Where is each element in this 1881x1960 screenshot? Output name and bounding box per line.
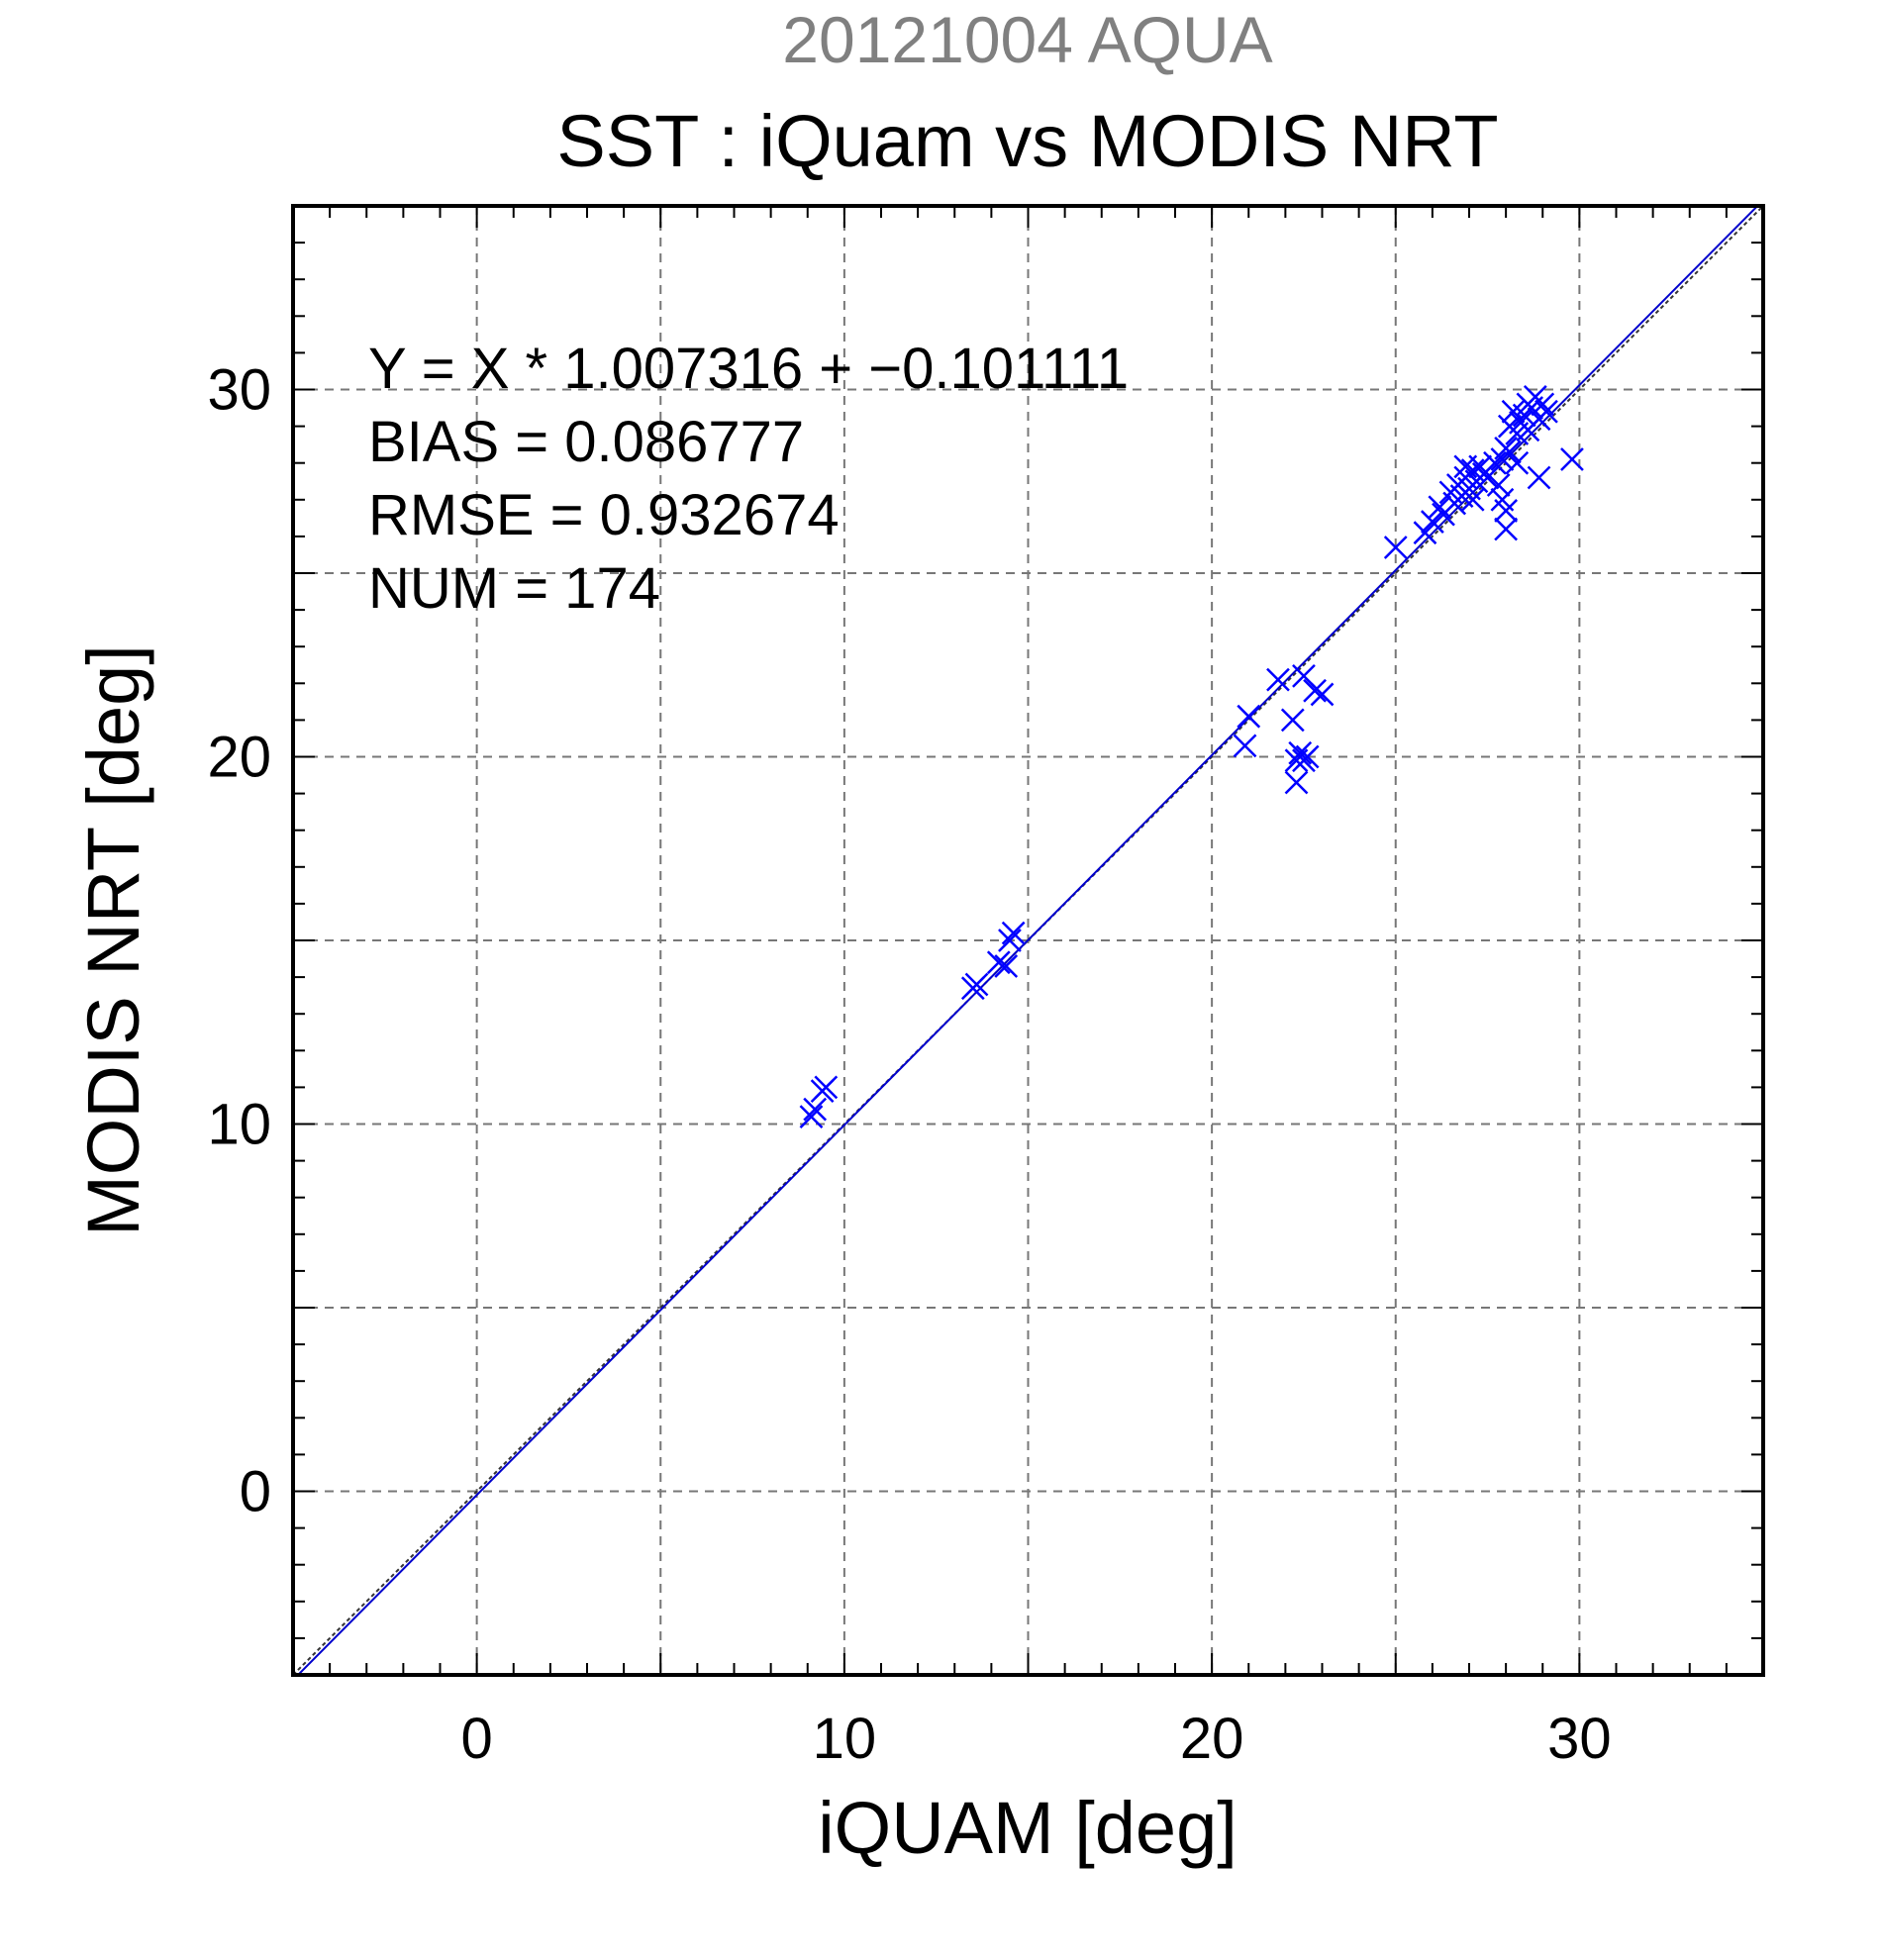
chart-supertitle: 20121004 AQUA — [782, 3, 1272, 76]
marker-stroke — [1486, 473, 1511, 497]
y-axis-label: MODIS NRT [deg] — [72, 644, 154, 1236]
marker-stroke — [799, 1105, 824, 1128]
data-point — [1237, 704, 1261, 729]
grid-lines — [293, 206, 1763, 1675]
marker-stroke — [1428, 495, 1452, 520]
marker-stroke — [1505, 450, 1530, 475]
data-point — [994, 954, 1019, 978]
marker-stroke — [1460, 458, 1485, 483]
marker-stroke — [803, 1097, 828, 1122]
marker-stroke — [998, 929, 1022, 952]
marker-stroke — [1413, 521, 1437, 545]
data-point — [1266, 667, 1290, 692]
marker-stroke — [1001, 921, 1026, 945]
x-tick-label: 10 — [813, 1707, 877, 1771]
data-point — [1531, 392, 1555, 417]
marker-stroke — [1468, 454, 1493, 479]
data-point — [1383, 536, 1408, 559]
marker-stroke — [1460, 487, 1485, 512]
data-point — [1292, 663, 1316, 688]
data-point — [1497, 440, 1522, 464]
marker-stroke — [1420, 510, 1444, 534]
marker-stroke — [964, 972, 989, 997]
data-point — [1295, 744, 1320, 769]
data-point — [1505, 450, 1530, 475]
data-point — [1303, 678, 1327, 703]
data-point — [1420, 510, 1444, 534]
marker-stroke — [1292, 663, 1316, 688]
data-point — [1413, 521, 1437, 545]
data-point — [998, 929, 1022, 952]
chart-title: SST : iQuam vs MODIS NRT — [556, 100, 1498, 182]
data-point — [964, 972, 989, 997]
marker-stroke — [1490, 487, 1515, 512]
data-point — [1284, 770, 1309, 795]
y-tick-label: 30 — [207, 358, 271, 423]
marker-stroke — [1383, 536, 1408, 559]
regression-line-group — [293, 206, 1763, 1675]
data-points — [799, 385, 1584, 1128]
marker-stroke — [1475, 465, 1500, 490]
marker-stroke — [986, 950, 1011, 975]
data-point — [1460, 487, 1485, 512]
data-point — [1475, 465, 1500, 490]
x-tick-label: 0 — [460, 1707, 492, 1771]
marker-stroke — [1288, 740, 1313, 765]
marker-stroke — [1527, 465, 1551, 490]
data-point — [1527, 465, 1551, 490]
data-point — [1468, 454, 1493, 479]
marker-stroke — [1280, 708, 1305, 733]
marker-stroke — [1284, 770, 1309, 795]
data-point — [986, 950, 1011, 975]
marker-stroke — [1534, 399, 1558, 424]
data-point — [1428, 495, 1452, 520]
marker-stroke — [1501, 399, 1526, 424]
marker-stroke — [1560, 447, 1584, 471]
marker-stroke — [1483, 450, 1507, 475]
marker-stroke — [1497, 440, 1522, 464]
num-value: NUM = 174 — [368, 556, 660, 621]
data-point — [1233, 734, 1257, 758]
data-point — [803, 1097, 828, 1122]
plot-frame — [291, 204, 1765, 1677]
y-tick-label: 10 — [207, 1093, 271, 1157]
data-point — [1494, 499, 1519, 523]
data-point — [1534, 399, 1558, 424]
regression-equation: Y = X * 1.007316 + −0.101111 — [368, 337, 1129, 401]
marker-stroke — [1494, 499, 1519, 523]
marker-stroke — [1494, 517, 1519, 541]
data-point — [1280, 708, 1305, 733]
statistics-annotations: Y = X * 1.007316 + −0.101111 BIAS = 0.08… — [368, 337, 1129, 621]
data-point — [1483, 450, 1507, 475]
y-tick-label: 20 — [207, 726, 271, 790]
marker-stroke — [1310, 682, 1335, 707]
rmse-value: RMSE = 0.932674 — [368, 483, 840, 547]
x-axis-label: iQUAM [deg] — [818, 1787, 1238, 1869]
marker-stroke — [1531, 392, 1555, 417]
x-tick-label: 20 — [1180, 1707, 1244, 1771]
marker-stroke — [994, 954, 1019, 978]
data-point — [1001, 921, 1026, 945]
y-tick-label: 0 — [240, 1460, 271, 1524]
tick-labels: 0 10 20 30 0 10 20 30 — [207, 358, 1611, 1772]
data-point — [1560, 447, 1584, 471]
marker-stroke — [1303, 678, 1327, 703]
data-point — [1486, 473, 1511, 497]
bias-value: BIAS = 0.086777 — [368, 410, 804, 474]
marker-stroke — [1233, 734, 1257, 758]
marker-stroke — [1295, 744, 1320, 769]
marker-stroke — [1237, 704, 1261, 729]
regression-line — [296, 206, 1759, 1675]
marker-stroke — [1266, 667, 1290, 692]
data-point — [1310, 682, 1335, 707]
data-point — [1288, 740, 1313, 765]
x-tick-label: 30 — [1547, 1707, 1612, 1771]
marker-stroke — [814, 1075, 839, 1100]
data-point — [799, 1105, 824, 1128]
data-point — [814, 1075, 839, 1100]
data-point — [1494, 517, 1519, 541]
